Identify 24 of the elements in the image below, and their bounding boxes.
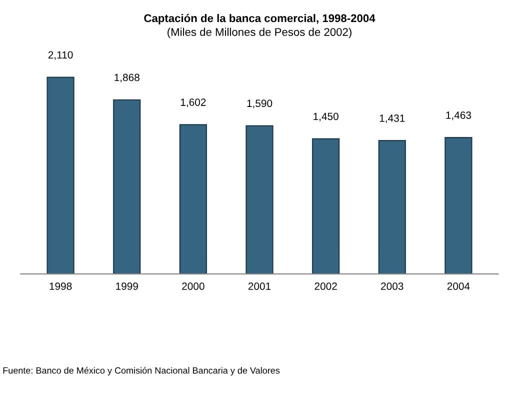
bar [312,138,340,274]
bar [113,99,141,274]
bar [46,76,74,274]
bar [378,140,406,274]
data-label: 1,590 [247,100,272,108]
x-tick-label: 1998 [50,282,72,290]
x-tick-label: 2000 [182,282,204,290]
bar [179,124,207,274]
data-label: 1,463 [446,112,472,120]
data-label: 2,110 [48,51,73,60]
data-label: 1,450 [314,112,338,122]
x-tick-label: 2001 [248,282,271,290]
chart-title: Captación de la banca comercial, 1998-2004 [144,14,376,24]
data-label: 1,602 [180,98,206,108]
data-label: 1,868 [114,74,140,82]
bar [444,137,472,274]
chart-subtitle: (Miles de Millones de Pesos de 2002) [168,28,352,38]
source-note: Fuente: Banco de México y Comisión Nacional Bancaria y de Valores [3,366,280,376]
x-tick-label: 2004 [447,282,470,290]
x-tick-label: 2002 [314,282,337,290]
data-label: 1,431 [380,114,405,124]
x-tick-label: 1999 [116,282,138,290]
x-tick-label: 2003 [381,282,404,290]
bar [246,125,274,274]
